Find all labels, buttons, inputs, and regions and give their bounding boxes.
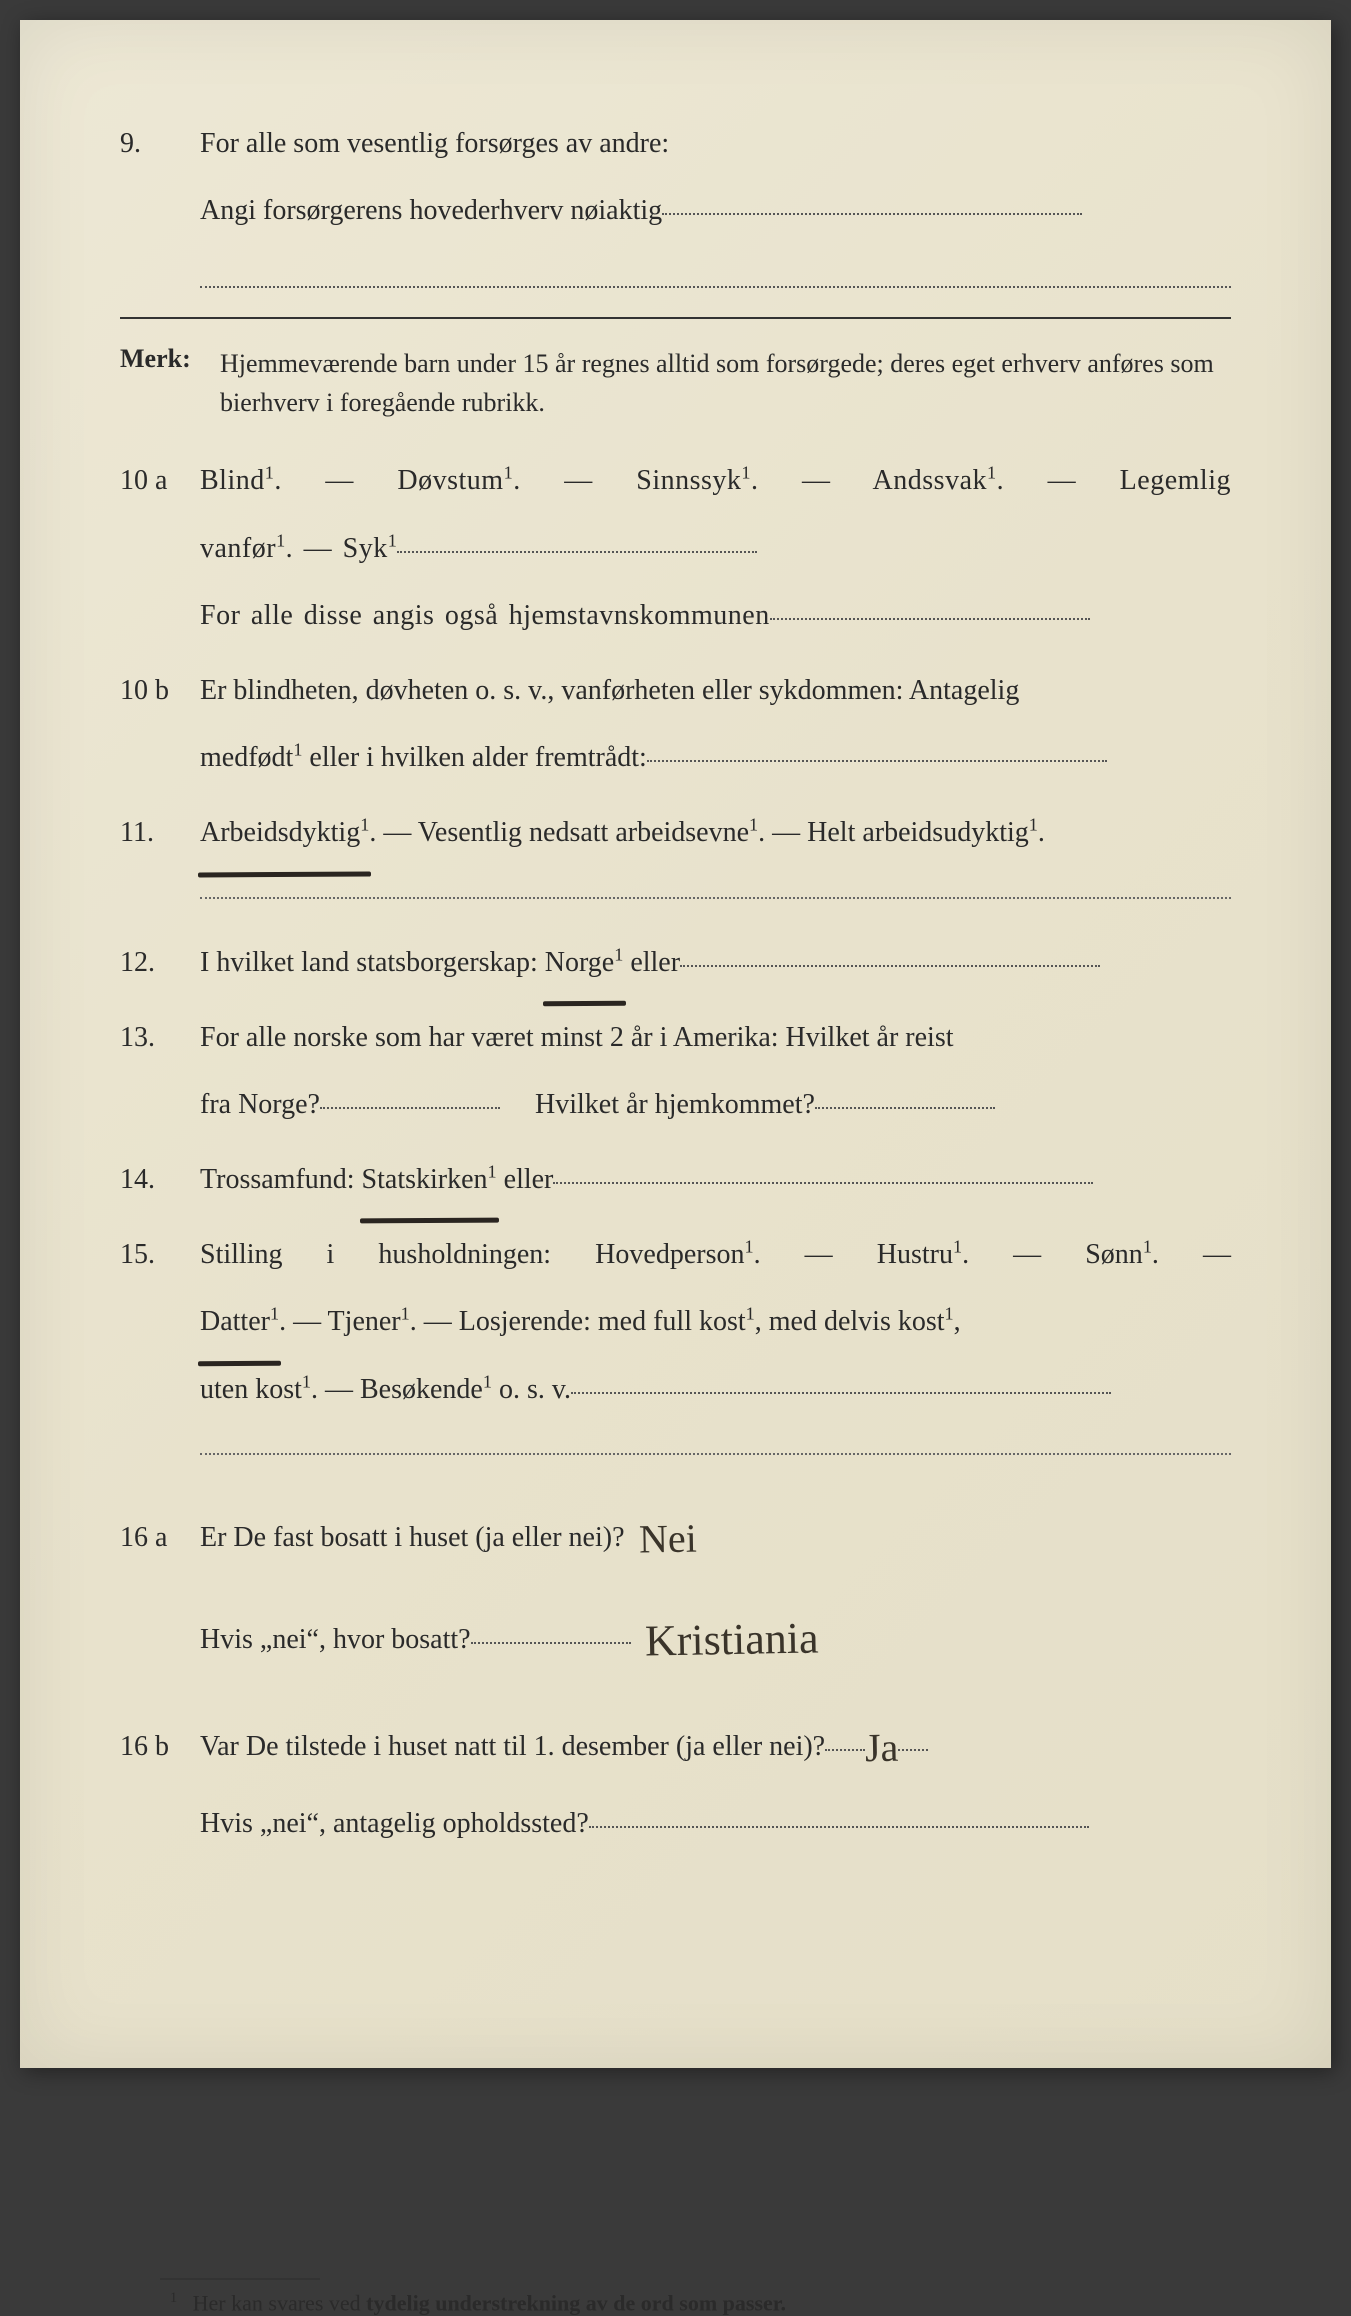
q9-content: For alle som vesentlig forsørges av andr… [200, 110, 1231, 292]
question-13: 13. For alle norske som har været minst … [120, 1004, 1231, 1138]
q12-underlined: Norge1 [545, 929, 624, 996]
merk-note: Merk: Hjemmeværende barn under 15 år reg… [120, 344, 1231, 422]
q15-content: Stilling i husholdningen: Hovedperson1. … [200, 1221, 1231, 1423]
q16a-text1: Er De fast bosatt i huset (ja eller nei)… [200, 1522, 625, 1553]
q16a-number: 16 a [120, 1504, 200, 1571]
blank-line [770, 618, 1090, 620]
q16a-answer2: Kristiania [644, 1585, 819, 1694]
q15-number: 15. [120, 1221, 200, 1288]
question-15: 15. Stilling i husholdningen: Hovedperso… [120, 1221, 1231, 1423]
q16b-text2: Hvis „nei“, antagelig opholdssted? [200, 1808, 589, 1839]
q12-rest: eller [623, 947, 680, 978]
q12-number: 12. [120, 929, 200, 996]
merk-text: Hjemmeværende barn under 15 år regnes al… [220, 344, 1231, 422]
q16a-answer1: Nei [638, 1490, 697, 1587]
q11-rest: . — Vesentlig nedsatt arbeidsevne1. — He… [369, 817, 1045, 848]
q16b-answer1: Ja [864, 1700, 899, 1797]
footnote: 1 Her kan svares ved tydelig understrekn… [170, 2290, 1231, 2316]
document-page: 9. For alle som vesentlig forsørges av a… [20, 20, 1331, 2068]
q16a-text2: Hvis „nei“, hvor bosatt? [200, 1624, 471, 1655]
q16b-text1: Var De tilstede i huset natt til 1. dese… [200, 1731, 825, 1762]
q12-text: I hvilket land statsborgerskap: [200, 947, 545, 978]
q9-line1: For alle som vesentlig forsørges av andr… [200, 128, 669, 159]
q15-text1: Stilling i husholdningen: Hovedperson1. … [200, 1221, 1231, 1288]
q13-text2a: fra Norge? [200, 1089, 320, 1120]
q14-rest: eller [497, 1164, 554, 1195]
blank-line [662, 213, 1082, 215]
blank-line [320, 1107, 500, 1109]
blank-line [471, 1642, 631, 1644]
q15-text3: uten kost1. — Besøkende1 o. s. v. [200, 1374, 571, 1405]
q16b-number: 16 b [120, 1713, 200, 1780]
blank-line [589, 1826, 1089, 1828]
footnote-plain: Her kan svares ved [193, 2290, 367, 2315]
blank-line [825, 1749, 865, 1751]
q15-underlined: Datter1 [200, 1288, 279, 1355]
blank-line-full [200, 280, 1231, 288]
divider [120, 317, 1231, 319]
q16b-content: Var De tilstede i huset natt til 1. dese… [200, 1694, 1231, 1857]
q10a-text2: vanfør1. — Syk1 [200, 533, 397, 564]
q13-content: For alle norske som har været minst 2 år… [200, 1004, 1231, 1138]
question-14: 14. Trossamfund: Statskirken1 eller [120, 1146, 1231, 1213]
question-10a: 10 a Blind1. — Døvstum1. — Sinnssyk1. — … [120, 447, 1231, 649]
q9-line2: Angi forsørgerens hovederhverv nøiaktig [200, 195, 662, 226]
q10b-number: 10 b [120, 657, 200, 724]
q14-number: 14. [120, 1146, 200, 1213]
q9-number: 9. [120, 110, 200, 177]
q14-content: Trossamfund: Statskirken1 eller [200, 1146, 1231, 1213]
blank-line [898, 1749, 928, 1751]
footnote-rule [160, 2278, 320, 2280]
q10a-number: 10 a [120, 447, 200, 514]
blank-line [815, 1107, 995, 1109]
q10b-content: Er blindheten, døvheten o. s. v., vanfør… [200, 657, 1231, 791]
question-12: 12. I hvilket land statsborgerskap: Norg… [120, 929, 1231, 996]
question-10b: 10 b Er blindheten, døvheten o. s. v., v… [120, 657, 1231, 791]
question-16a: 16 a Er De fast bosatt i huset (ja eller… [120, 1485, 1231, 1687]
q10b-text2: medfødt1 eller i hvilken alder fremtrådt… [200, 742, 647, 773]
q15-text2: . — Tjener1. — Losjerende: med full kost… [279, 1306, 961, 1337]
q13-text1: For alle norske som har været minst 2 år… [200, 1022, 954, 1053]
blank-line [571, 1392, 1111, 1394]
q10a-text3: For alle disse angis også hjemstavnskomm… [200, 600, 770, 631]
q11-number: 11. [120, 799, 200, 866]
q14-underlined: Statskirken1 [362, 1146, 497, 1213]
blank-line [647, 760, 1107, 762]
q10b-text1: Er blindheten, døvheten o. s. v., vanfør… [200, 675, 1019, 706]
q12-content: I hvilket land statsborgerskap: Norge1 e… [200, 929, 1231, 996]
q10a-text1: Blind1. — Døvstum1. — Sinnssyk1. — Andss… [200, 447, 1231, 514]
q11-underlined: Arbeidsdyktig1 [200, 799, 369, 866]
question-9: 9. For alle som vesentlig forsørges av a… [120, 110, 1231, 292]
q13-text2b: Hvilket år hjemkommet? [535, 1089, 815, 1120]
merk-label: Merk: [120, 344, 220, 374]
blank-line [680, 965, 1100, 967]
q11-content: Arbeidsdyktig1. — Vesentlig nedsatt arbe… [200, 799, 1231, 866]
footnote-marker: 1 [170, 2290, 177, 2306]
dotted-divider [200, 897, 1231, 899]
q16a-content: Er De fast bosatt i huset (ja eller nei)… [200, 1485, 1231, 1687]
blank-line [397, 551, 757, 553]
blank-line [553, 1182, 1093, 1184]
q14-text: Trossamfund: [200, 1164, 362, 1195]
q13-number: 13. [120, 1004, 200, 1071]
q10a-content: Blind1. — Døvstum1. — Sinnssyk1. — Andss… [200, 447, 1231, 649]
question-16b: 16 b Var De tilstede i huset natt til 1.… [120, 1694, 1231, 1857]
dotted-divider [200, 1453, 1231, 1455]
question-11: 11. Arbeidsdyktig1. — Vesentlig nedsatt … [120, 799, 1231, 866]
footnote-bold: tydelig understrekning av de ord som pas… [366, 2290, 786, 2315]
